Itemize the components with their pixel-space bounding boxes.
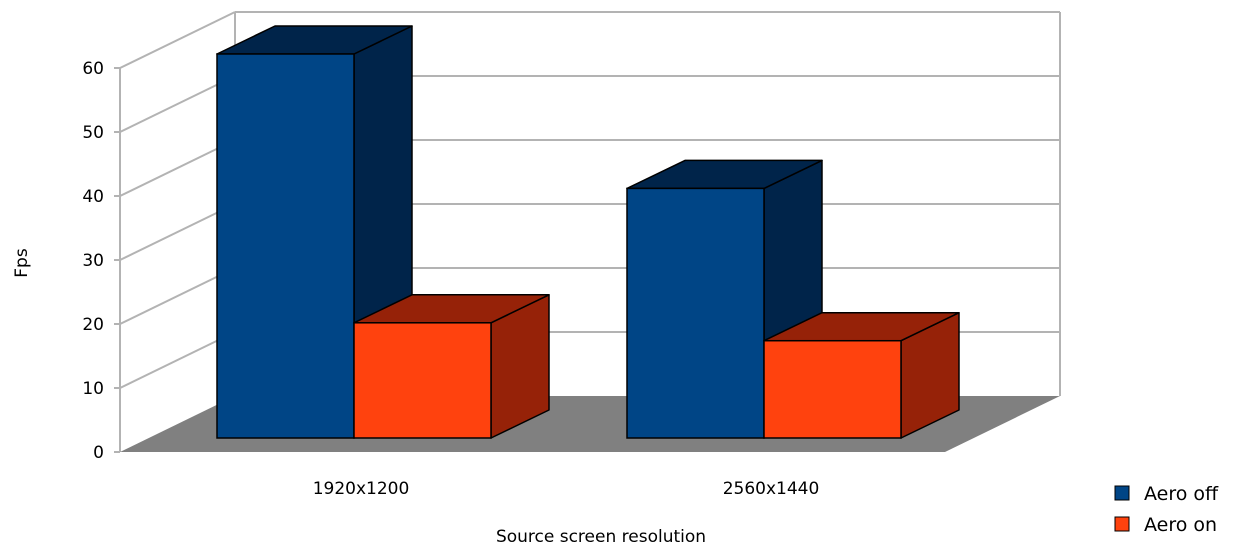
bar-aero-off-2560x1440 [626,159,823,439]
x-tick-label: 1920x1200 [313,479,410,499]
y-axis-ticks: 0 10 20 30 40 50 60 [82,59,120,463]
legend-label-aero-off: Aero off [1144,483,1219,505]
legend: Aero off Aero on [1114,483,1219,536]
side-gridline [119,75,236,133]
bars [216,25,960,439]
y-tick-label: 30 [82,251,104,271]
y-axis-title: Fps [12,248,32,278]
side-gridline [119,267,236,325]
side-gridline [119,203,236,261]
bar-aero-on-1920x1200 [353,294,550,439]
side-gridline [119,11,236,69]
y-tick-label: 50 [82,123,104,143]
bar-front [626,187,765,439]
legend-swatch-aero-on [1114,516,1130,532]
side-gridline [119,331,236,389]
y-tick-label: 20 [82,315,104,335]
x-tick-label: 2560x1440 [723,479,820,499]
side-gridline [119,139,236,197]
y-tick-label: 10 [82,379,104,399]
y-tick-label: 0 [93,443,104,463]
x-axis-title: Source screen resolution [496,527,706,545]
y-tick-label: 60 [82,59,104,79]
bar-aero-on-2560x1440 [763,311,960,439]
legend-swatch-aero-off [1114,485,1130,501]
legend-label-aero-on: Aero on [1144,514,1217,536]
bar-front [353,322,492,439]
y-tick-label: 40 [82,187,104,207]
bar-front [216,53,355,439]
x-axis-ticks: 1920x1200 2560x1440 [313,479,820,499]
bar-front [763,339,902,439]
